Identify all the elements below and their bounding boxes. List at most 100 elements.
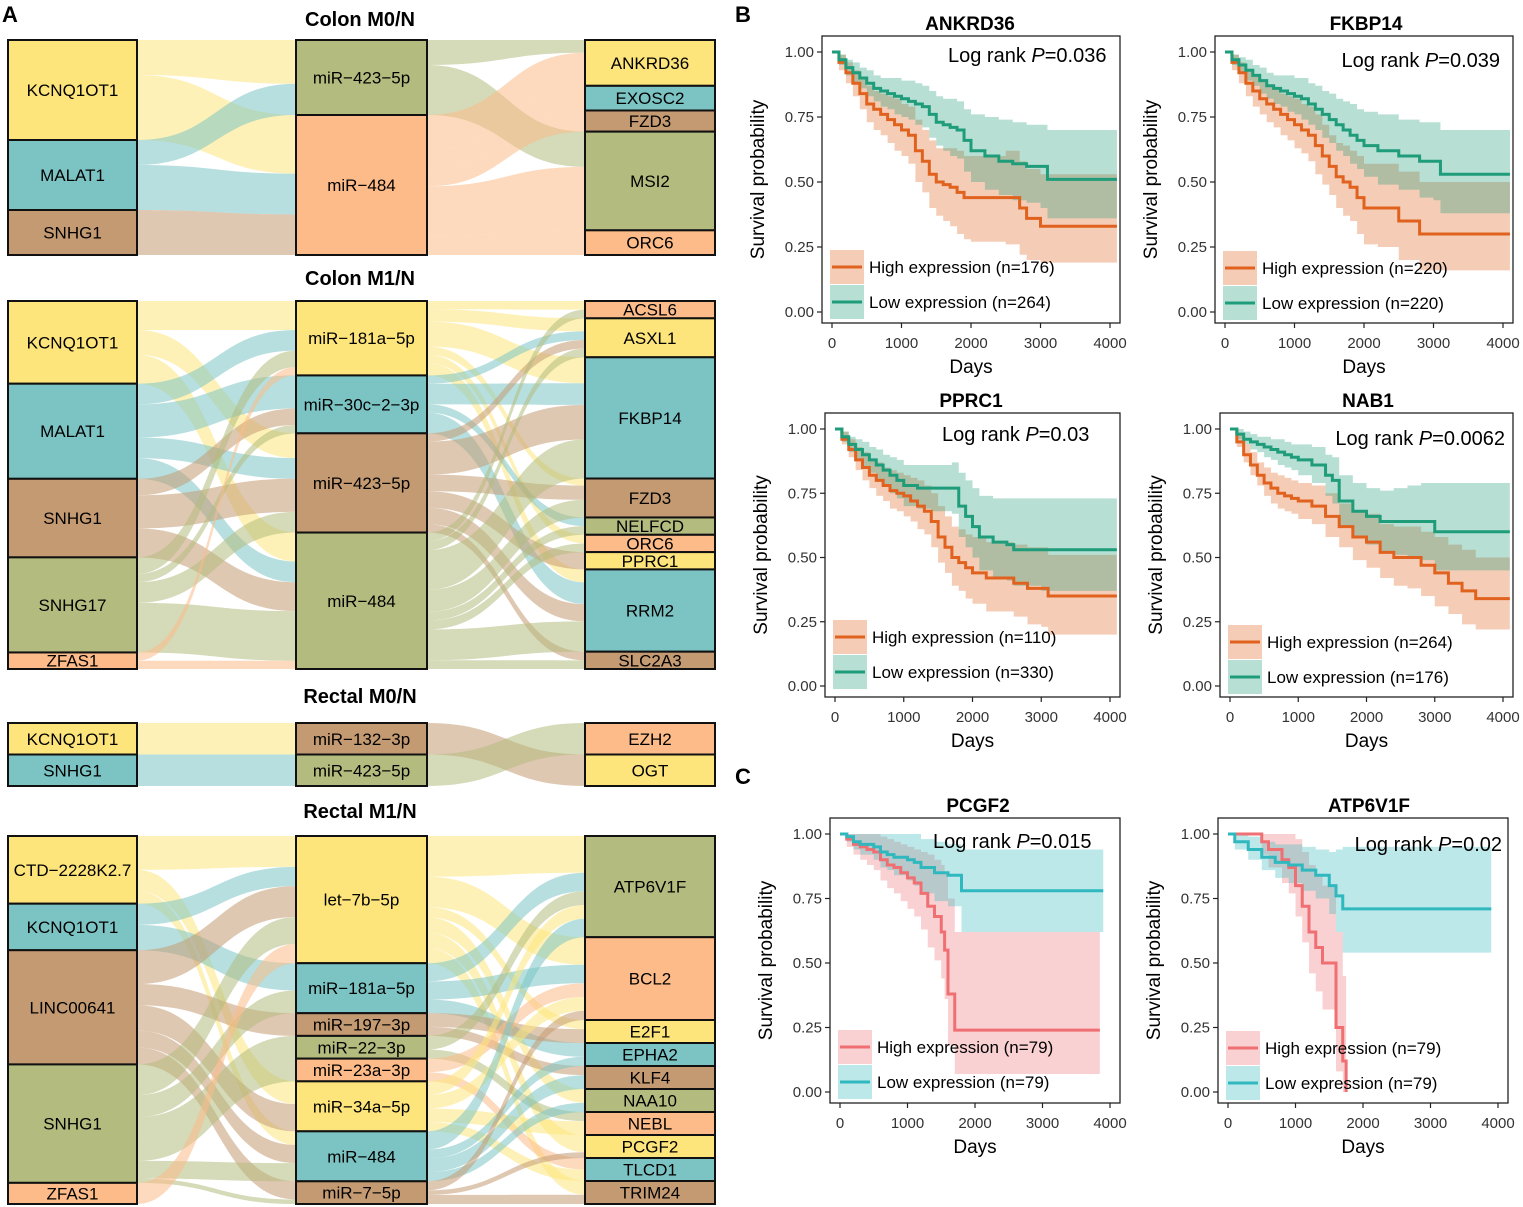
node-label-ankrd36: ANKRD36 — [611, 54, 689, 73]
survival-curve-low — [1230, 427, 1510, 534]
flow-mir-484-to-epha2 — [427, 1056, 585, 1159]
km-plot-fkbp14: 0.00 0.25 0.50 0.75 1.00 0 1000 2000 3000 4000 Day… — [1141, 14, 1520, 378]
node-label-zfas1: ZFAS1 — [47, 652, 99, 671]
flow-mir-181a-5p-to-bcl2 — [427, 964, 585, 1000]
node-box-orc6 — [584, 229, 716, 256]
node-box-fzd3 — [584, 477, 716, 519]
x-axis-label: Days — [953, 1137, 996, 1158]
flow-zfas1-to-mir-484 — [137, 660, 296, 669]
km-plot-pprc1: 0.00 0.25 0.50 0.75 1.00 0 1000 2000 3000 4000 Day… — [751, 391, 1127, 752]
y-tick-label: 0.25 — [1183, 614, 1212, 631]
flow-snhg1-to-mir-484 — [137, 210, 296, 255]
survival-curve-low — [1225, 50, 1510, 176]
x-tick-label: 4000 — [1093, 1115, 1126, 1132]
node-label-ctd-2228k2-7: CTD−2228K2.7 — [14, 861, 132, 880]
y-tick-label: 0.75 — [1178, 109, 1207, 126]
node-label-kcnq1ot1: KCNQ1OT1 — [27, 730, 119, 749]
survival-panels: 0.00 0.25 0.50 0.75 1.00 0 1000 2000 3000 4000 Day… — [748, 14, 1520, 1158]
sankey-section-rectal-m1-n: Rectal M1/N CTD−2228K2.7 KCNQ1OT1 LINC00641… — [7, 801, 716, 1206]
flow-mir-484-to-klf4 — [427, 1075, 585, 1173]
x-tick-label: 0 — [831, 709, 839, 726]
ci-band-high — [832, 52, 1117, 263]
node-label-snhg1: SNHG1 — [43, 761, 102, 780]
legend-label-high: High expression (n=110) — [872, 628, 1056, 647]
y-tick-label: 1.00 — [1181, 826, 1210, 843]
flow-mir-484-to-naa10 — [427, 1102, 585, 1182]
node-label-pcgf2: PCGF2 — [622, 1138, 679, 1157]
node-label-e2f1: E2F1 — [630, 1023, 671, 1042]
node-label-snhg1: SNHG1 — [43, 224, 102, 243]
flow-mir-484-to-fkbp14 — [427, 439, 585, 590]
node-label-mir-181a-5p: miR−181a−5p — [308, 329, 415, 348]
legend-label-low: Low expression (n=79) — [1265, 1074, 1437, 1093]
node-box-ogt — [584, 753, 716, 787]
survival-curve-low — [840, 832, 1104, 893]
y-tick-label: 1.00 — [793, 826, 822, 843]
flow-mir-423-5p-to-fzd3 — [427, 474, 585, 500]
x-tick-label: 3000 — [1024, 335, 1057, 352]
node-label-malat1: MALAT1 — [40, 422, 105, 441]
survival-curve-high — [1230, 427, 1510, 601]
flow-mir-484-to-fzd3 — [427, 110, 585, 187]
x-tick-label: 1000 — [891, 1115, 924, 1132]
sankey-title: Rectal M1/N — [303, 801, 416, 823]
plot-title: ANKRD36 — [925, 14, 1015, 35]
y-axis-label: Survival probability — [756, 880, 777, 1040]
x-tick-label: 0 — [1224, 1115, 1232, 1132]
flow-snhg17-to-mir-30c-2-3p — [137, 425, 296, 583]
km-plot-ankrd36: 0.00 0.25 0.50 0.75 1.00 0 1000 2000 3000 4000 Day… — [748, 14, 1127, 378]
panel-label-b: B — [735, 2, 751, 27]
flow-kcnq1ot1-to-mir-181a-5p — [137, 301, 296, 330]
flow-ctd-2228k2-7-to-mir-34a-5p — [137, 869, 296, 1105]
node-box-trim24 — [584, 1180, 716, 1205]
node-label-fzd3: FZD3 — [629, 489, 672, 508]
y-tick-label: 0.00 — [793, 1084, 822, 1101]
node-label-mir-34a-5p: miR−34a−5p — [313, 1097, 410, 1116]
y-tick-label: 0.25 — [788, 614, 817, 631]
log-rank-annotation: Log rank P=0.036 — [948, 45, 1106, 67]
y-tick-label: 0.25 — [1178, 239, 1207, 256]
node-box-ankrd36 — [584, 39, 716, 87]
node-box-mir-181a-5p — [295, 300, 428, 377]
node-box-snhg1 — [7, 753, 138, 787]
survival-curve-high — [1228, 832, 1348, 1092]
y-tick-label: 0.00 — [788, 678, 817, 695]
survival-curve-high — [1225, 50, 1510, 236]
y-tick-label: 0.50 — [1178, 174, 1207, 191]
annot-p: P — [1425, 50, 1439, 72]
flow-mir-30c-2-3p-to-nelfcd — [427, 404, 585, 527]
node-box-mir-181a-5p — [295, 962, 428, 1015]
x-tick-label: 4000 — [1481, 1115, 1514, 1132]
annot-value: =0.036 — [1045, 45, 1107, 67]
node-box-bcl2 — [584, 936, 716, 1022]
sankey-title: Colon M1/N — [305, 268, 415, 290]
node-box-kcnq1ot1 — [7, 300, 138, 385]
x-tick-label: 4000 — [1093, 709, 1126, 726]
flow-snhg1-to-mir-7-5p — [137, 1178, 296, 1204]
node-label-orc6: ORC6 — [626, 234, 673, 253]
x-tick-label: 1000 — [1279, 1115, 1312, 1132]
node-box-mir-7-5p — [295, 1180, 428, 1205]
survival-curve-low — [1228, 832, 1492, 911]
flow-kcnq1ot1-to-mir-132-3p — [137, 723, 296, 755]
node-label-kcnq1ot1: KCNQ1OT1 — [27, 81, 119, 100]
km-plot-nab1: 0.00 0.25 0.50 0.75 1.00 0 1000 2000 3000 4000 Day… — [1146, 391, 1520, 752]
node-box-ctd-2228k2-7 — [7, 835, 138, 905]
node-box-snhg17 — [7, 556, 138, 654]
x-axis-label: Days — [951, 731, 994, 752]
survival-curve-high — [832, 50, 1117, 228]
sankey-section-colon-m1-n: Colon M1/N KCNQ1OT1 MALAT1 SNHG1 SNHG17 ZFAS1… — [7, 268, 716, 671]
flow-mir-484-to-orc6 — [427, 543, 585, 630]
flow-mir-30c-2-3p-to-asxl1 — [427, 331, 585, 384]
legend-label-high: High expression (n=79) — [877, 1038, 1053, 1057]
flow-mir-7-5p-to-pcgf2 — [427, 1152, 585, 1195]
node-label-orc6: ORC6 — [626, 534, 673, 553]
x-axis-label: Days — [1342, 357, 1385, 378]
flow-kcnq1ot1-to-mir-423-5p — [137, 40, 296, 84]
node-box-mir-423-5p — [295, 432, 428, 534]
ci-band-high — [1230, 429, 1510, 630]
flow-malat1-to-mir-30c-2-3p — [137, 375, 296, 438]
x-axis-label: Days — [949, 357, 992, 378]
annot-value: =0.03 — [1039, 424, 1090, 446]
node-box-malat1 — [7, 382, 138, 480]
